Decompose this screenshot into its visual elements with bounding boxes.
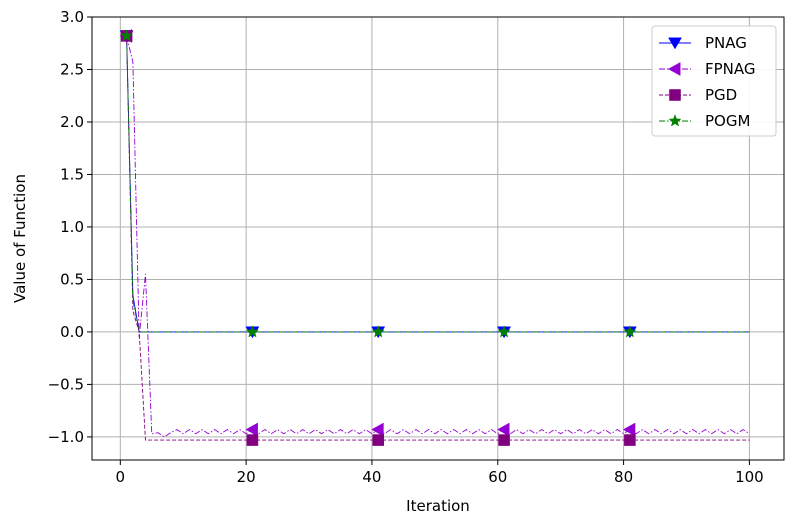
x-tick-label: 80: [614, 468, 633, 486]
legend-item-pogm: POGM: [659, 112, 750, 130]
x-tick-label: 60: [488, 468, 507, 486]
y-tick-label: 2.0: [60, 113, 84, 131]
legend-marker-pogm: [668, 114, 682, 127]
data-point-pgd: [246, 434, 259, 446]
legend-marker-fpnag: [667, 62, 681, 76]
y-tick-label: 1.0: [60, 218, 84, 236]
y-tick-label: 1.5: [60, 165, 84, 183]
legend-item-pgd: PGD: [659, 86, 737, 104]
data-point-pogm: [371, 325, 385, 338]
legend-marker-pnag: [668, 37, 682, 50]
y-tick-label: −0.5: [48, 375, 84, 393]
data-point-pogm: [623, 325, 637, 338]
x-tick-label: 100: [735, 468, 764, 486]
y-tick-label: 3.0: [60, 8, 84, 26]
data-point-pgd: [624, 434, 636, 446]
x-axis-label: Iteration: [406, 497, 470, 515]
y-tick-label: 0.0: [60, 323, 84, 341]
y-tick-label: 2.5: [60, 60, 84, 78]
legend-item-pnag: PNAG: [659, 34, 747, 52]
data-point-pgd: [372, 434, 385, 446]
legend-marker-pgd: [669, 89, 681, 101]
legend-item-fpnag: FPNAG: [659, 60, 756, 78]
plot-frame: [91, 16, 785, 461]
data-point-fpnag: [371, 422, 384, 437]
x-tick-label: 40: [362, 468, 381, 486]
series-line-pgd: [126, 35, 750, 441]
data-point-fpnag: [245, 422, 258, 437]
data-point-fpnag: [497, 422, 510, 437]
legend-label-pogm: POGM: [705, 112, 750, 130]
series-line-pogm: [126, 35, 750, 333]
legend-label-fpnag: FPNAG: [705, 60, 756, 78]
y-tick-label: −1.0: [48, 428, 84, 446]
x-tick-label: 0: [116, 468, 126, 486]
data-point-pogm: [497, 325, 511, 338]
y-tick-label: 0.5: [60, 270, 84, 288]
data-point-pogm: [120, 29, 134, 42]
data-point-fpnag: [622, 422, 636, 437]
legend-box: [651, 25, 777, 137]
data-point-pgd: [498, 434, 510, 446]
x-tick-label: 20: [237, 468, 256, 486]
series-markers: [119, 28, 637, 446]
legend-label-pnag: PNAG: [705, 34, 747, 52]
legend-label-pgd: PGD: [705, 86, 737, 104]
axis-ticks: 0 20 40 60 80 100 −1.0 −0.5 0.0 0.5 1.0 1.5 2.0 2.5 3.…: [48, 8, 764, 486]
series-line-fpnag: [126, 35, 750, 438]
legend: PNAG FPNAG PGD POGM: [651, 25, 777, 137]
y-axis-label: Value of Function: [11, 174, 29, 303]
data-point-pogm: [245, 325, 259, 338]
